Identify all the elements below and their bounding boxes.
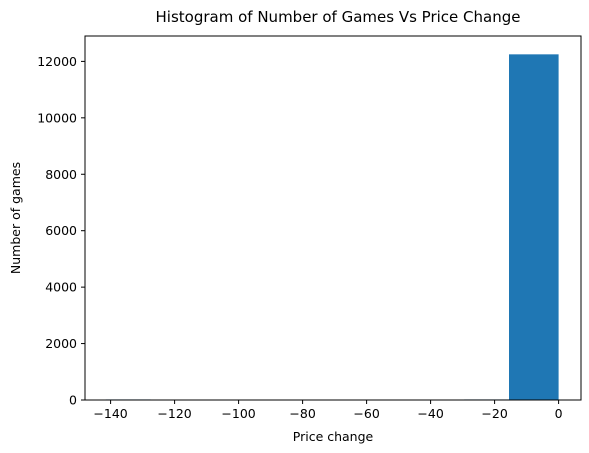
y-tick-label-1: 2000	[45, 336, 77, 351]
y-ticks: 0 2000 4000 6000 8000 10000 12000	[37, 54, 85, 408]
y-axis-label: Number of games	[8, 162, 23, 274]
x-axis-label: Price change	[293, 429, 374, 444]
y-tick-label-6: 12000	[37, 54, 77, 69]
chart-title: Histogram of Number of Games Vs Price Ch…	[156, 8, 521, 26]
x-tick-label-2: −100	[221, 406, 255, 421]
y-tick-label-3: 6000	[45, 223, 77, 238]
y-tick-label-5: 10000	[37, 110, 77, 125]
histogram-bar-9	[509, 54, 559, 401]
x-tick-label-6: −20	[481, 406, 507, 421]
x-tick-label-1: −120	[157, 406, 191, 421]
x-ticks: −140 −120 −100 −80 −60 −40 −20 0	[93, 400, 563, 421]
x-tick-label-5: −40	[417, 406, 443, 421]
x-tick-label-3: −80	[289, 406, 315, 421]
x-tick-label-7: 0	[555, 406, 563, 421]
plot-frame	[84, 35, 582, 401]
y-tick-label-4: 8000	[45, 167, 77, 182]
y-tick-label-2: 4000	[45, 280, 77, 295]
bars-group	[105, 54, 559, 401]
x-tick-label-0: −140	[93, 406, 127, 421]
x-tick-label-4: −60	[353, 406, 379, 421]
y-tick-label-0: 0	[69, 393, 77, 408]
